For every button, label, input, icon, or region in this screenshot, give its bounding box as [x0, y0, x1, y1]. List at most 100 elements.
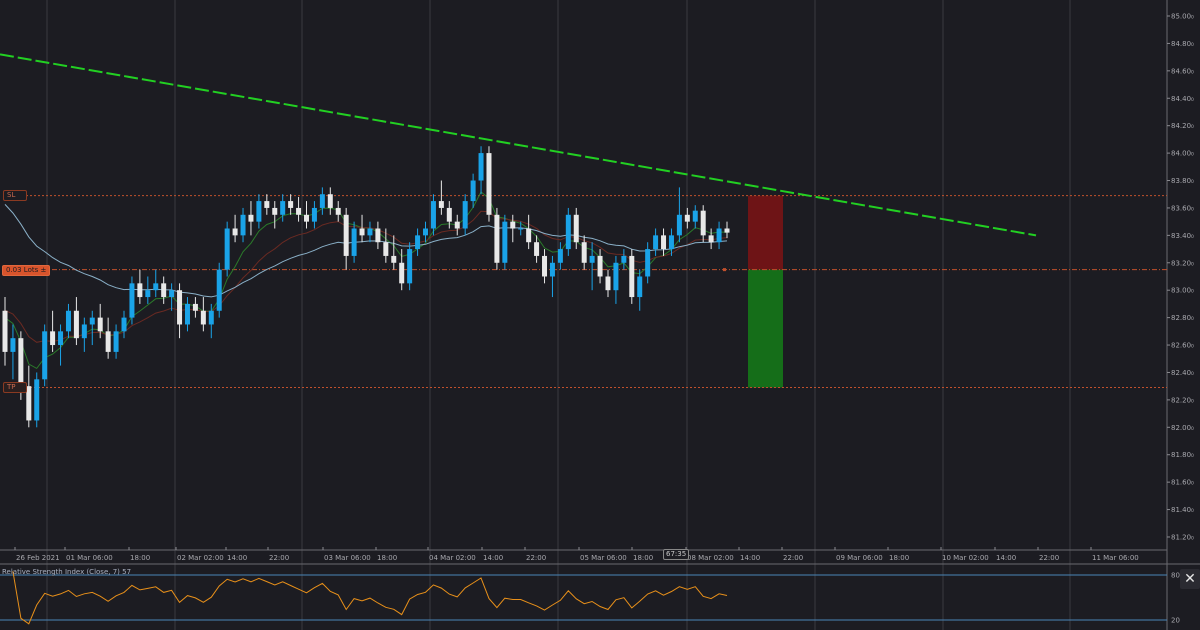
price-tick-label: 82.60₀	[1171, 342, 1194, 350]
candle-body	[232, 228, 238, 236]
entry-marker	[723, 268, 726, 272]
candle-body	[486, 153, 492, 215]
time-tick-label: 04 Mar 02:00	[429, 554, 476, 562]
candle-body	[534, 242, 540, 256]
candle-body	[335, 207, 341, 215]
stop-loss-tag[interactable]: SL	[3, 190, 27, 201]
resistance-trendline	[0, 53, 1037, 237]
price-tick-label: 82.00₀	[1171, 424, 1194, 432]
candle-body	[653, 235, 659, 250]
time-tick-label: 09 Mar 06:00	[836, 554, 883, 562]
take-profit-zone	[748, 269, 783, 388]
time-tick-label: 22:00	[269, 554, 289, 562]
candle-body	[430, 201, 436, 229]
candle-body	[351, 228, 357, 256]
rsi-panel: 80 20	[0, 571, 1180, 625]
price-tick-label: 81.80₀	[1171, 451, 1194, 459]
candle-body	[597, 255, 603, 277]
price-tick-label: 83.60₀	[1171, 204, 1194, 212]
candle-body	[224, 228, 230, 270]
candle-body	[2, 310, 8, 352]
price-tick-label: 85.00₀	[1171, 13, 1194, 21]
candle-body	[581, 242, 587, 263]
rsi-title: Relative Strength Index (Close, 7) 57	[2, 568, 132, 576]
candle-body	[303, 214, 309, 222]
rsi-level-label: 20	[1171, 617, 1180, 625]
take-profit-label: TP	[7, 383, 16, 391]
position-levels[interactable]	[22, 195, 1167, 389]
candle-body	[637, 276, 643, 298]
candle-body	[621, 255, 627, 263]
price-tick-label: 81.40₀	[1171, 506, 1194, 514]
candle-body	[34, 379, 40, 421]
candle-body	[589, 255, 595, 263]
candle-body	[462, 201, 468, 229]
moving-average-line	[4, 204, 728, 298]
candle-body	[573, 214, 579, 243]
lots-tag[interactable]: 0.03 Lots ±	[2, 265, 51, 276]
candle-body	[454, 221, 460, 229]
time-tick-label: 14:00	[740, 554, 760, 562]
time-tick-label: 22:00	[1039, 554, 1059, 562]
candle-body	[676, 214, 682, 236]
candle-body	[724, 228, 730, 233]
candle-body	[542, 255, 548, 277]
price-tick-label: 82.20₀	[1171, 396, 1194, 404]
candle-body	[264, 201, 270, 208]
candle-body	[391, 255, 397, 263]
time-tick-label: 02 Mar 02:00	[177, 554, 224, 562]
candle-body	[272, 207, 278, 215]
candle-body	[288, 201, 294, 208]
price-tick-label: 84.40₀	[1171, 95, 1194, 103]
stop-loss-label: SL	[7, 191, 16, 199]
trendline[interactable]	[0, 53, 1037, 237]
candle-body	[359, 228, 365, 236]
position-zones[interactable]	[748, 195, 783, 388]
price-tick-label: 84.60₀	[1171, 67, 1194, 75]
time-tick-label: 26 Feb 2021	[16, 554, 60, 562]
candle-body	[42, 331, 48, 380]
candle-body	[343, 214, 349, 256]
candle-body	[319, 194, 325, 208]
candle-body	[81, 324, 87, 339]
price-tick-label: 83.40₀	[1171, 232, 1194, 240]
candle-body	[296, 207, 302, 215]
moving-average-line	[4, 191, 728, 370]
candle-body	[137, 283, 143, 298]
price-tick-label: 83.20₀	[1171, 259, 1194, 267]
price-axis[interactable]: 85.00₀ 84.80₀ 84.60₀ 84.40₀ 84.20₀ 84.00₀ 83.8…	[1167, 13, 1194, 542]
candle-body	[145, 290, 151, 298]
price-tick-label: 84.20₀	[1171, 122, 1194, 130]
candle-body	[367, 228, 373, 236]
candle-body	[327, 194, 333, 208]
time-tick-label: 03 Mar 06:00	[324, 554, 371, 562]
candle-body	[613, 262, 619, 291]
candle-body	[708, 235, 714, 243]
candle-body	[184, 303, 190, 325]
candle-body	[240, 214, 246, 236]
price-tick-label: 84.00₀	[1171, 150, 1194, 158]
time-tick-label: 18:00	[377, 554, 397, 562]
candle-body	[502, 221, 508, 263]
candle-body	[407, 249, 413, 284]
candle-body	[423, 228, 429, 236]
rsi-level-label: 80	[1171, 572, 1180, 580]
candle-body	[208, 310, 214, 325]
moving-average-line	[4, 210, 728, 343]
time-tick-label: 22:00	[526, 554, 546, 562]
close-icon[interactable]: ✕	[1180, 569, 1200, 589]
price-tick-label: 82.40₀	[1171, 369, 1194, 377]
take-profit-tag[interactable]: TP	[3, 382, 27, 393]
candle-body	[700, 210, 706, 236]
candle-body	[557, 249, 563, 263]
candle-body	[50, 331, 56, 346]
time-axis[interactable]: 26 Feb 2021 01 Mar 06:00 18:00 02 Mar 02:00…	[14, 547, 1139, 562]
moving-averages	[4, 191, 728, 370]
time-tick-label: 11 Mar 06:00	[1092, 554, 1139, 562]
price-tick-label: 81.20₀	[1171, 533, 1194, 541]
candle-body	[470, 180, 476, 202]
candle-body	[605, 276, 611, 291]
candle-body	[153, 283, 159, 291]
